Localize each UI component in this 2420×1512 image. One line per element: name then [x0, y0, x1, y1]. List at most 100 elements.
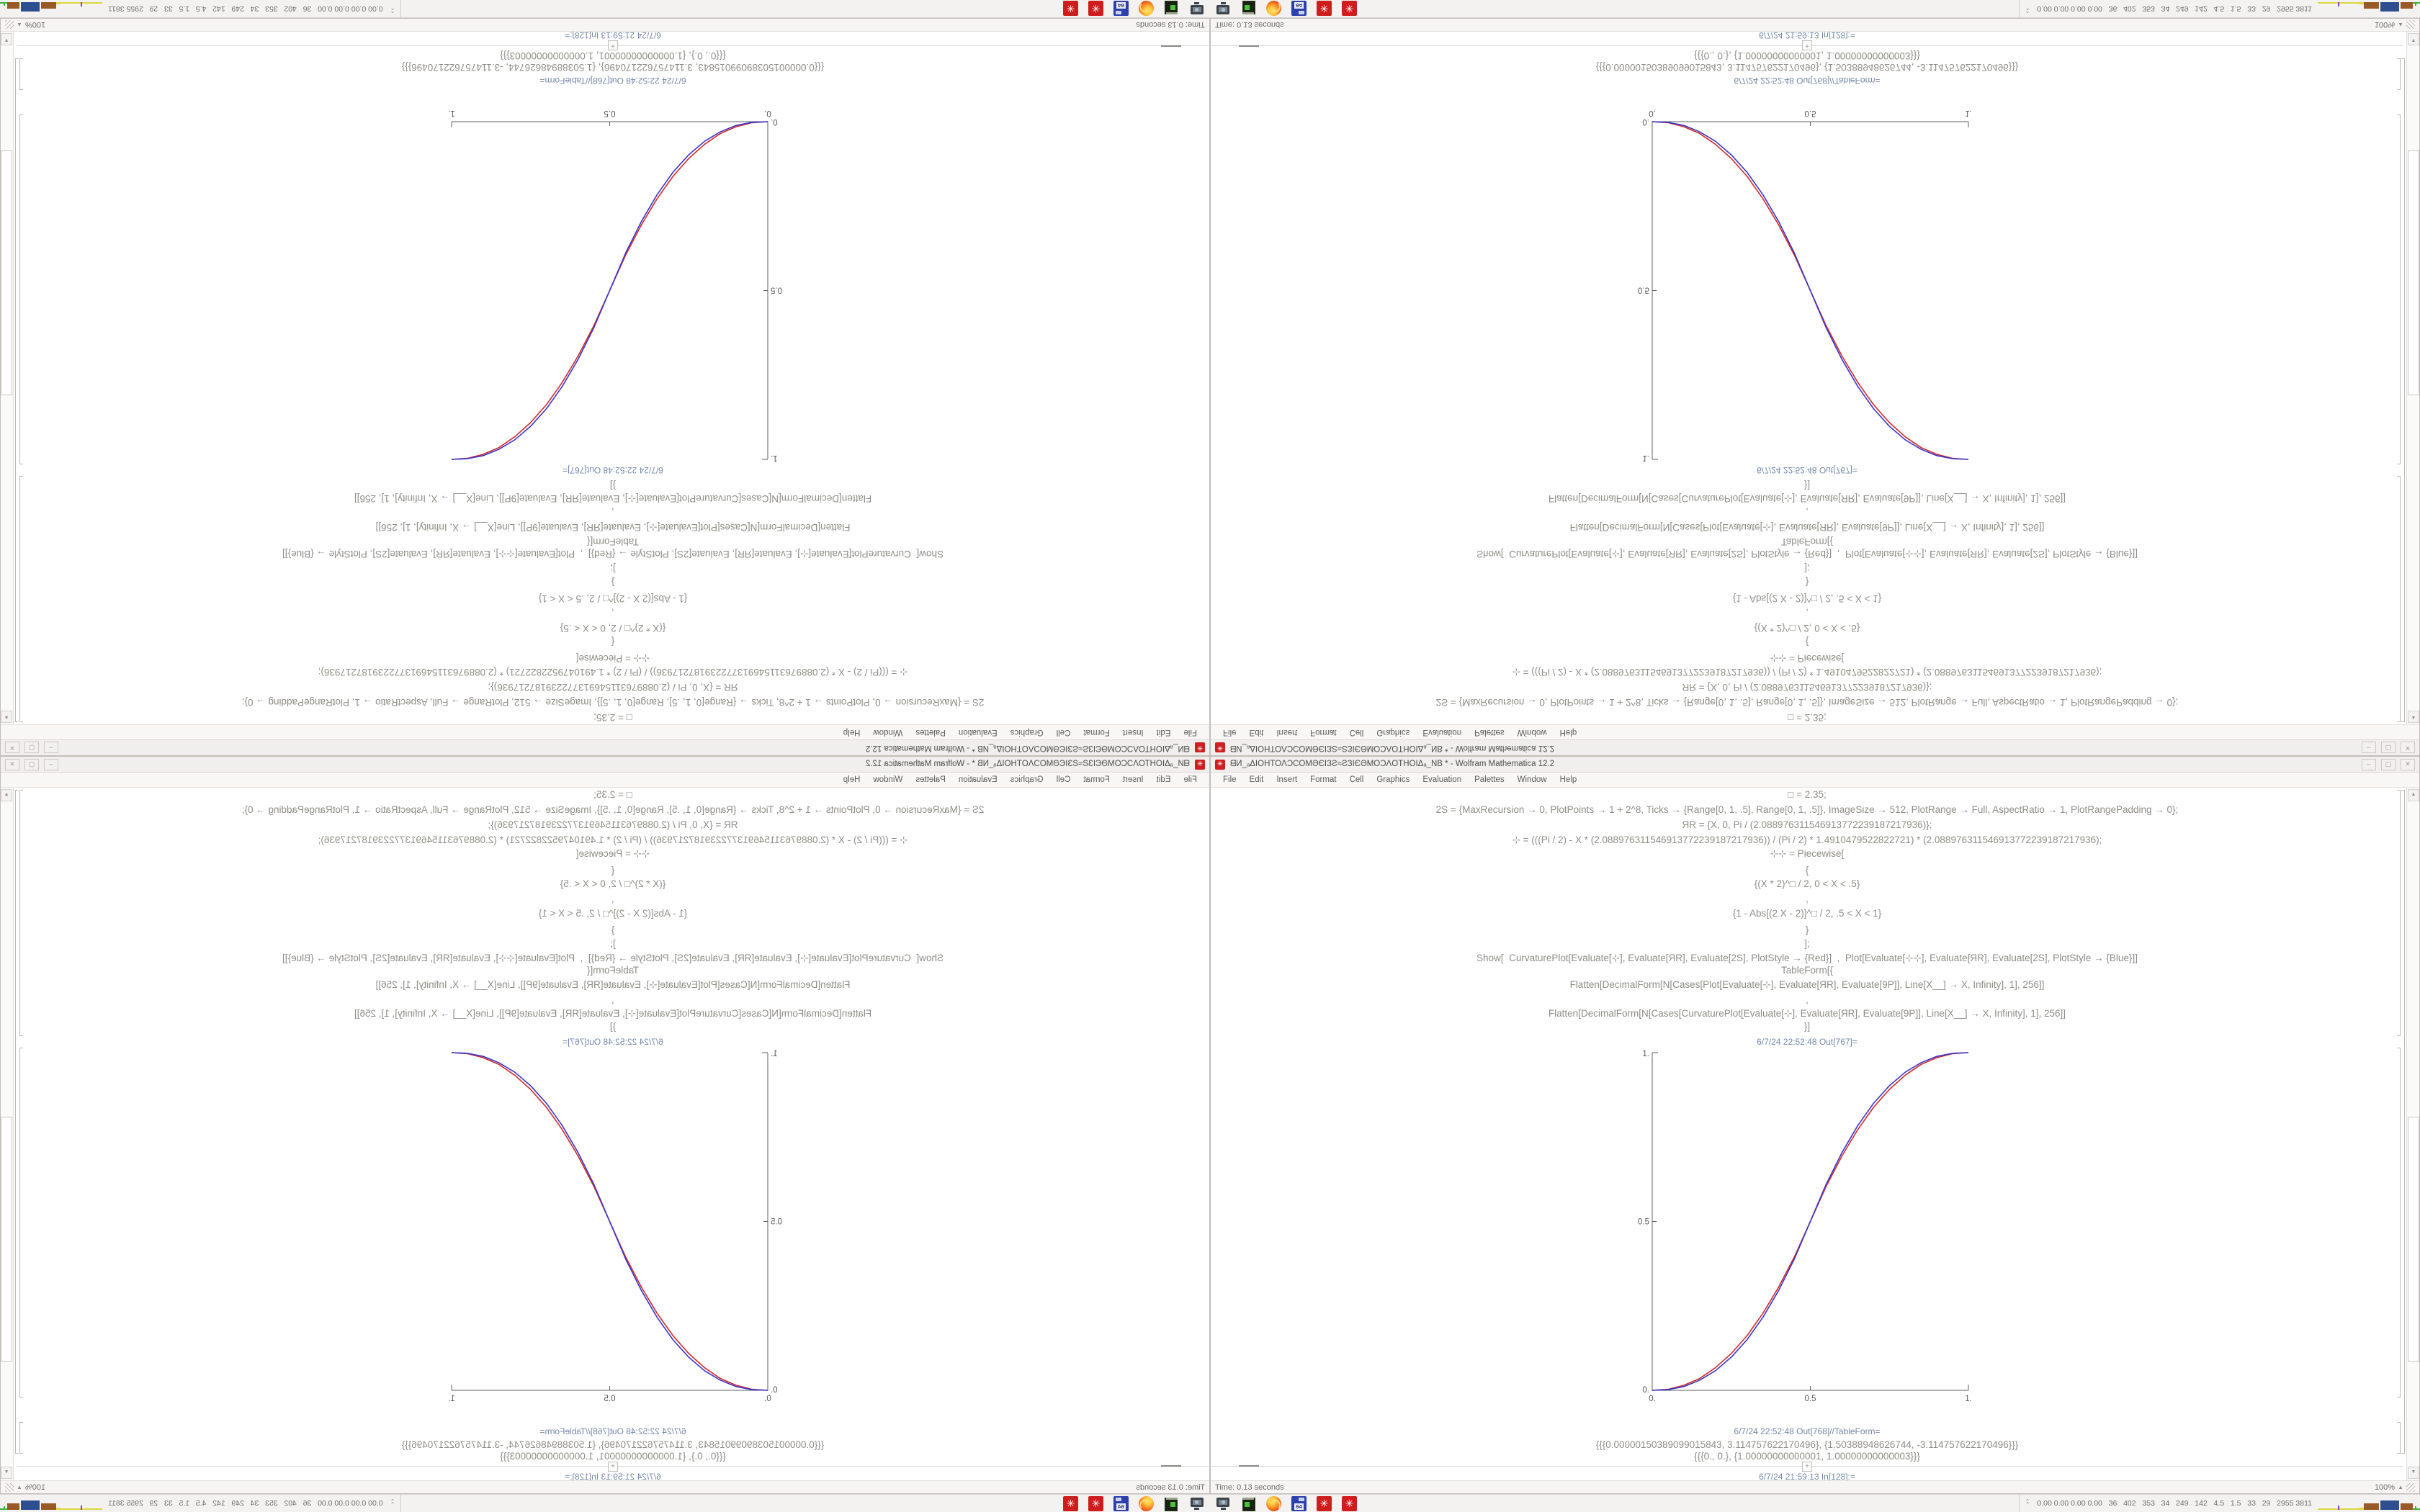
input-line[interactable]: {	[1805, 865, 1809, 876]
terminal-icon[interactable]	[1164, 1, 1179, 16]
input-cell-bracket[interactable]	[2397, 476, 2401, 722]
mathematica-taskbar-icon[interactable]: ✳	[1088, 1, 1103, 16]
mathematica-taskbar-icon[interactable]: ✳	[1317, 1496, 1332, 1511]
input-line[interactable]: ,	[1806, 608, 1809, 618]
input-line[interactable]: {1 - Abs[(2 X - 2)]^□ / 2, .5 < X < 1}	[1732, 908, 1882, 919]
plot-cell-bracket[interactable]	[2397, 114, 2401, 464]
input-line[interactable]: 2S = {MaxRecursion → 0, PlotPoints → 1 +…	[1435, 697, 2179, 708]
input-line[interactable]: }]	[609, 480, 617, 491]
maximize-button[interactable]: ▢	[2381, 758, 2396, 770]
mathematica-taskbar-icon-2[interactable]: ✳	[1342, 1496, 1357, 1511]
cell-insert-plus-icon[interactable]: +	[608, 1462, 618, 1472]
menu-item-file[interactable]: File	[1183, 775, 1197, 784]
input-line[interactable]: Flatten[DecimalForm[N[Cases[CurvaturePlo…	[1548, 1008, 2066, 1019]
tableform-cell-bracket[interactable]	[19, 1422, 23, 1454]
input-line[interactable]: ];	[1804, 938, 1810, 949]
input-line[interactable]: 2S = {MaxRecursion → 0, PlotPoints → 1 +…	[241, 804, 985, 815]
input-line[interactable]: Flatten[DecimalForm[N[Cases[Plot[Evaluat…	[375, 522, 851, 533]
input-line[interactable]: Flatten[DecimalForm[N[Cases[Plot[Evaluat…	[1569, 979, 2045, 990]
input-line[interactable]: TableForm[{	[1780, 536, 1834, 547]
scroll-down-icon[interactable]: ▼	[2408, 1467, 2419, 1479]
menu-item-edit[interactable]: Edit	[1156, 728, 1171, 737]
window-titlebar[interactable]: ✳ ᗺИ_ₐΔIOHTOΛƆCOMӘЄIЗƧ≈ƧЗIЄӘMOƆΛOTHOIΔₐ_…	[1, 739, 1209, 755]
notebook-content[interactable]: □ = 2.35; 2S = {MaxRecursion → 0, PlotPoi…	[17, 32, 1209, 724]
terminal-icon[interactable]	[1241, 1496, 1256, 1511]
input-line[interactable]: }]	[1803, 480, 1811, 491]
input-cell[interactable]: □ = 2.35; 2S = {MaxRecursion → 0, PlotPoi…	[17, 480, 1209, 723]
tableform-cell-bracket[interactable]	[19, 58, 23, 90]
input-line[interactable]: □ = 2.35;	[1788, 712, 1827, 723]
input-line[interactable]: Flatten[DecimalForm[N[Cases[CurvaturePlo…	[1548, 493, 2066, 504]
input-line[interactable]: {1 - Abs[(2 X - 2)]^□ / 2, .5 < X < 1}	[538, 593, 688, 604]
input-line[interactable]: ⊹ = (((Pi / 2) - X * (2.0889763115469137…	[318, 667, 908, 678]
maximize-button[interactable]: ▢	[24, 758, 39, 770]
menu-item-graphics[interactable]: Graphics	[1376, 728, 1410, 737]
notebook-content[interactable]: □ = 2.35; 2S = {MaxRecursion → 0, PlotPoi…	[1211, 788, 2403, 1480]
minimize-button[interactable]: –	[44, 742, 58, 754]
scroll-down-icon[interactable]: ▼	[1, 33, 12, 45]
scroll-down-icon[interactable]: ▼	[1, 1467, 12, 1479]
plot-cell-bracket[interactable]	[19, 114, 23, 464]
input-line[interactable]: TableForm[{	[586, 536, 640, 547]
input-line[interactable]: □ = 2.35;	[593, 789, 632, 800]
input-line[interactable]: Show[ CurvaturePlot[Evaluate[⊹], Evaluat…	[1476, 953, 2138, 963]
input-line[interactable]: {1 - Abs[(2 X - 2)]^□ / 2, .5 < X < 1}	[538, 908, 688, 919]
input-line[interactable]: ];	[1804, 563, 1810, 574]
menu-item-help[interactable]: Help	[1559, 775, 1577, 784]
input-cell[interactable]: □ = 2.35; 2S = {MaxRecursion → 0, PlotPoi…	[1211, 480, 2403, 723]
menu-item-format[interactable]: Format	[1310, 728, 1337, 737]
mathematica-taskbar-icon-2[interactable]: ✳	[1063, 1496, 1078, 1511]
mathematica-taskbar-icon-2[interactable]: ✳	[1063, 1, 1078, 16]
magnification-value[interactable]: 100%	[24, 1482, 46, 1492]
input-line[interactable]: }]	[1803, 1021, 1811, 1032]
menu-item-graphics[interactable]: Graphics	[1010, 728, 1044, 737]
input-line[interactable]: {(X * 2)^□ / 2, 0 < X < .5}	[1754, 623, 1860, 634]
input-line[interactable]: {(X * 2)^□ / 2, 0 < X < .5}	[1754, 878, 1860, 889]
menu-item-edit[interactable]: Edit	[1249, 775, 1264, 784]
tray-collapse-icon[interactable]: ⌃ ⌃	[2025, 4, 2030, 14]
hscroll-thumb[interactable]	[1161, 1465, 1181, 1467]
input-line[interactable]: {	[611, 865, 615, 876]
input-line[interactable]: TableForm[{	[586, 965, 640, 976]
menu-item-insert[interactable]: Insert	[1122, 728, 1144, 737]
close-button[interactable]: ✕	[5, 742, 19, 754]
terminal-icon[interactable]	[1241, 1, 1256, 16]
menu-item-format[interactable]: Format	[1083, 775, 1110, 784]
menu-item-format[interactable]: Format	[1083, 728, 1110, 737]
scroll-down-icon[interactable]: ▼	[2408, 33, 2419, 45]
input-cell-bracket[interactable]	[19, 790, 23, 1036]
input-line[interactable]: ЯR = {X, 0, Pi / (2.08897631154691377223…	[488, 819, 738, 830]
input-line[interactable]: }	[611, 577, 615, 588]
close-button[interactable]: ✕	[2401, 758, 2415, 770]
menu-item-evaluation[interactable]: Evaluation	[958, 775, 998, 784]
input-line[interactable]: 2S = {MaxRecursion → 0, PlotPoints → 1 +…	[1435, 804, 2179, 815]
mathematica-taskbar-icon[interactable]: ✳	[1317, 1, 1332, 16]
hscroll-thumb[interactable]	[1161, 45, 1181, 47]
input-line[interactable]: ,	[1806, 894, 1809, 904]
menu-item-palettes[interactable]: Palettes	[915, 728, 946, 737]
input-line[interactable]: Flatten[DecimalForm[N[Cases[Plot[Evaluat…	[1569, 522, 2045, 533]
vice-x64-icon[interactable]: 64	[1291, 1, 1307, 16]
input-line[interactable]: ⊹⊹ = Piecewise[	[575, 653, 650, 664]
menu-item-palettes[interactable]: Palettes	[915, 775, 946, 784]
input-line[interactable]: ЯR = {X, 0, Pi / (2.08897631154691377223…	[1682, 819, 1932, 830]
mathematica-taskbar-icon[interactable]: ✳	[1088, 1496, 1103, 1511]
scrollbar-thumb[interactable]	[1, 150, 12, 395]
minimize-button[interactable]: –	[44, 758, 58, 770]
menu-item-palettes[interactable]: Palettes	[1474, 728, 1505, 737]
menu-item-file[interactable]: File	[1183, 728, 1197, 737]
tray-collapse-icon[interactable]: ⌃ ⌃	[390, 1498, 395, 1508]
input-line[interactable]: ,	[611, 894, 614, 904]
tray-collapse-icon[interactable]: ⌃ ⌃	[2025, 1498, 2030, 1508]
input-line[interactable]: ЯR = {X, 0, Pi / (2.08897631154691377223…	[1682, 682, 1932, 693]
input-line[interactable]: }	[1805, 924, 1809, 935]
magnification-dropdown-icon[interactable]: ▲	[2398, 22, 2403, 28]
scroll-up-icon[interactable]: ▲	[1, 711, 12, 723]
resize-grip[interactable]	[2406, 20, 2415, 30]
input-line[interactable]: {	[1805, 636, 1809, 647]
input-line[interactable]: Flatten[DecimalForm[N[Cases[CurvaturePlo…	[354, 493, 872, 504]
scroll-up-icon[interactable]: ▲	[1, 789, 12, 801]
scrollbar-thumb[interactable]	[1, 1117, 12, 1362]
menu-item-evaluation[interactable]: Evaluation	[958, 728, 998, 737]
menu-item-file[interactable]: File	[1223, 775, 1237, 784]
